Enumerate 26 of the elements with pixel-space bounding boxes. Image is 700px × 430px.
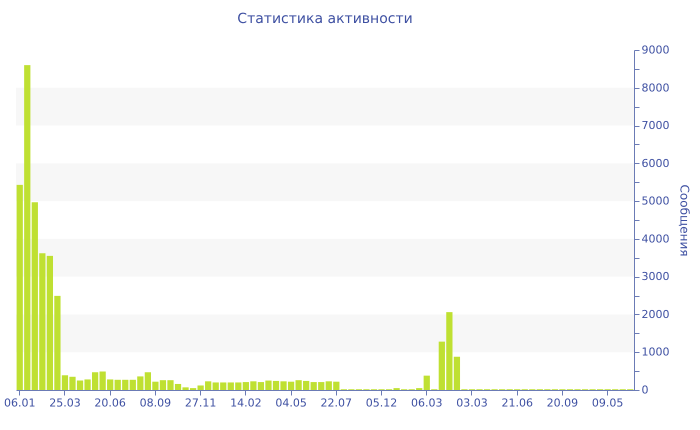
x-tick-label: 03.03: [456, 396, 488, 410]
y-tick-label: 6000: [642, 156, 670, 170]
y-tick-label: 9000: [642, 44, 670, 56]
y-tick-label: 5000: [642, 194, 670, 208]
x-tick-label: 04.05: [275, 396, 307, 410]
x-tick-label: 06.03: [411, 396, 443, 410]
x-tick-label: 09.05: [592, 396, 624, 410]
x-tick-label: 14.02: [230, 396, 262, 410]
x-tick-label: 27.11: [184, 396, 216, 410]
y-tick-label: 1000: [642, 346, 670, 359]
x-tick-label: 05.12: [366, 396, 398, 410]
x-tick-label: 25.03: [49, 396, 81, 410]
x-tick-label: 20.09: [546, 396, 578, 410]
x-tick-label: 06.01: [4, 396, 36, 410]
y-tick-label: 3000: [642, 270, 670, 284]
y-tick-label: 2000: [642, 308, 670, 321]
y-tick-label: 8000: [642, 81, 670, 94]
x-tick-label: 21.06: [501, 396, 533, 410]
x-tick-label: 08.09: [140, 396, 172, 410]
x-tick-label: 20.06: [94, 396, 126, 410]
y-tick-label: 4000: [642, 232, 670, 246]
chart-title: Статистика активности: [237, 11, 413, 27]
y-tick-label: 0: [642, 384, 648, 396]
x-tick-label: 22.07: [320, 396, 352, 410]
y-axis-title: Сообщения: [677, 184, 692, 257]
y-tick-label: 7000: [642, 119, 670, 132]
